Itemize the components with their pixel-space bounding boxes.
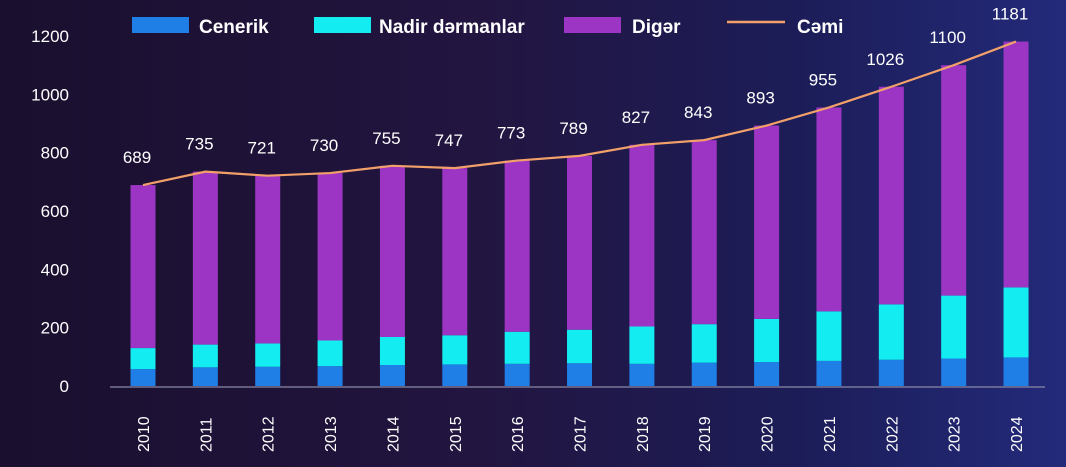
total-data-label: 1026 <box>866 50 904 69</box>
bar-cenerik-2017 <box>567 363 593 386</box>
bar-dig-r-2011 <box>192 171 218 345</box>
bar-dig-r-2020 <box>754 125 780 319</box>
bar-cenerik-2011 <box>192 367 218 386</box>
bar-dig-r-2021 <box>816 107 842 312</box>
bar-dig-r-2018 <box>629 144 655 327</box>
bar-nadir-d-rmanlar-2012 <box>255 343 281 367</box>
total-line <box>142 40 1017 187</box>
total-data-label: 1100 <box>929 28 966 47</box>
total-data-label: 755 <box>372 129 400 148</box>
x-tick-label: 2022 <box>884 416 901 452</box>
bar-dig-r-2014 <box>379 165 405 337</box>
y-tick-label: 800 <box>41 144 69 163</box>
bar-nadir-d-rmanlar-2018 <box>629 326 655 364</box>
bar-cenerik-2019 <box>691 362 717 386</box>
bar-nadir-d-rmanlar-2022 <box>878 304 904 360</box>
x-tick-label: 2021 <box>822 416 839 452</box>
total-data-label: 955 <box>809 70 837 89</box>
bar-cenerik-2021 <box>816 360 842 386</box>
x-tick-label: 2023 <box>947 416 964 452</box>
total-data-label: 721 <box>248 139 276 158</box>
x-tick-label: 2014 <box>385 416 402 452</box>
y-tick-label: 400 <box>41 260 69 279</box>
bar-dig-r-2016 <box>504 160 530 332</box>
bar-nadir-d-rmanlar-2023 <box>941 295 967 359</box>
bar-dig-r-2012 <box>255 175 281 344</box>
bar-cenerik-2015 <box>442 364 468 386</box>
y-tick-label: 600 <box>41 202 69 221</box>
bar-nadir-d-rmanlar-2014 <box>379 337 405 365</box>
x-tick-label: 2012 <box>261 416 278 452</box>
bar-nadir-d-rmanlar-2021 <box>816 311 842 361</box>
x-tick-label: 2024 <box>1009 416 1026 452</box>
total-data-label: 1181 <box>992 5 1029 24</box>
bar-nadir-d-rmanlar-2020 <box>754 318 780 363</box>
legend-swatch <box>314 17 371 33</box>
x-tick-label: 2015 <box>448 416 465 452</box>
total-data-label: 827 <box>622 108 650 127</box>
total-data-label: 893 <box>746 89 774 108</box>
y-tick-label: 0 <box>60 377 69 396</box>
bar-nadir-d-rmanlar-2010 <box>130 348 156 370</box>
x-tick-label: 2018 <box>635 416 652 452</box>
bar-cenerik-2016 <box>504 363 530 386</box>
legend-swatch <box>132 17 189 33</box>
bar-dig-r-2023 <box>941 65 967 296</box>
legend-swatch <box>564 17 621 33</box>
bar-nadir-d-rmanlar-2019 <box>691 324 717 363</box>
y-tick-label: 200 <box>41 319 69 338</box>
bar-dig-r-2010 <box>130 185 156 349</box>
total-data-label: 735 <box>185 135 213 154</box>
bar-cenerik-2018 <box>629 363 655 386</box>
bar-cenerik-2023 <box>941 358 967 386</box>
total-data-label: 689 <box>123 148 151 167</box>
bar-dig-r-2019 <box>691 140 717 325</box>
bar-cenerik-2024 <box>1003 357 1029 386</box>
bar-cenerik-2013 <box>317 366 343 386</box>
legend-label: Cəmi <box>797 17 843 38</box>
bar-dig-r-2017 <box>567 155 593 330</box>
bar-cenerik-2020 <box>754 362 780 386</box>
bar-nadir-d-rmanlar-2015 <box>442 335 468 365</box>
x-tick-label: 2016 <box>510 416 527 452</box>
bar-cenerik-2014 <box>379 365 405 386</box>
bar-dig-r-2024 <box>1003 41 1029 288</box>
bar-dig-r-2013 <box>317 173 343 341</box>
y-tick-label: 1000 <box>31 85 69 104</box>
total-data-label: 789 <box>559 119 587 138</box>
x-tick-label: 2020 <box>760 416 777 452</box>
total-data-label: 747 <box>435 131 463 150</box>
y-tick-label: 1200 <box>31 27 69 46</box>
bar-cenerik-2012 <box>255 366 281 386</box>
x-tick-label: 2019 <box>697 416 714 452</box>
bar-nadir-d-rmanlar-2013 <box>317 340 343 367</box>
x-tick-label: 2013 <box>323 416 340 452</box>
bar-cenerik-2022 <box>878 359 904 386</box>
total-data-label: 773 <box>497 124 525 143</box>
x-tick-label: 2010 <box>136 416 153 452</box>
bar-nadir-d-rmanlar-2016 <box>504 331 530 364</box>
bar-nadir-d-rmanlar-2017 <box>567 329 593 364</box>
legend-label: Digər <box>632 17 681 38</box>
bar-nadir-d-rmanlar-2011 <box>192 344 218 368</box>
bar-dig-r-2015 <box>442 168 468 336</box>
x-tick-label: 2011 <box>198 417 215 452</box>
x-tick-label: 2017 <box>573 416 590 452</box>
total-data-label: 730 <box>310 136 338 155</box>
legend-label: Cenerik <box>199 17 269 38</box>
bar-dig-r-2022 <box>878 86 904 305</box>
bar-nadir-d-rmanlar-2024 <box>1003 287 1029 358</box>
legend-label: Nadir dərmanlar <box>379 17 525 38</box>
bar-cenerik-2010 <box>130 369 156 386</box>
total-data-label: 843 <box>684 103 712 122</box>
